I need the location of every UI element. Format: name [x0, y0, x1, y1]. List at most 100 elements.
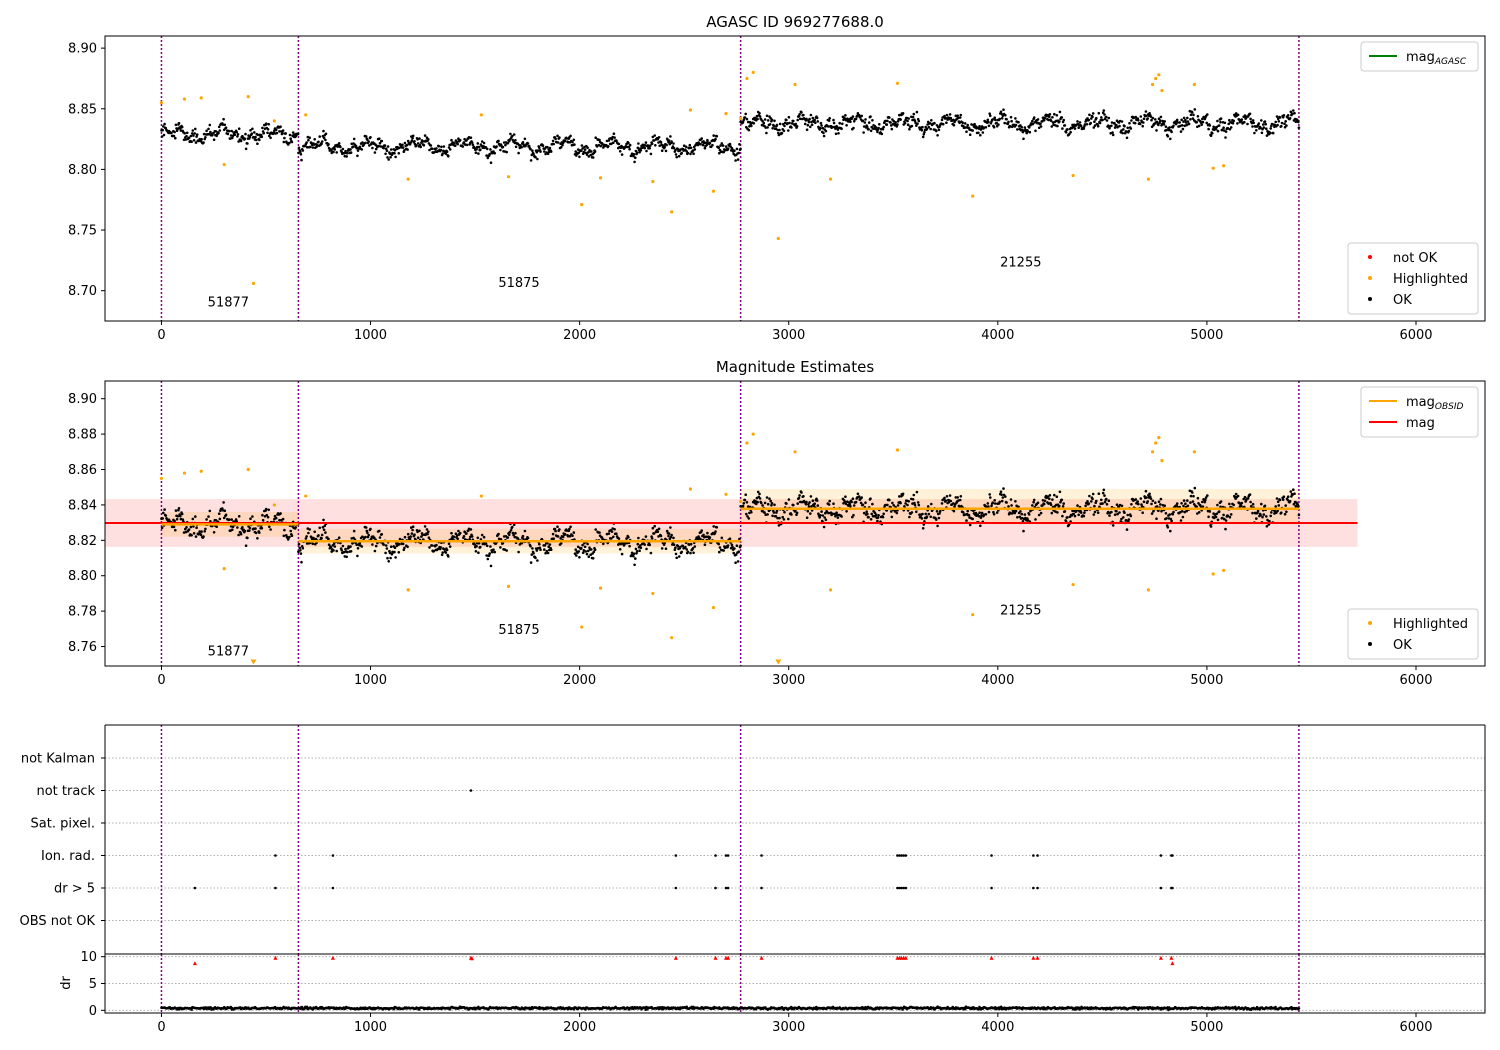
ok-point	[1061, 505, 1065, 508]
ok-point	[643, 146, 646, 150]
ok-point	[1193, 108, 1197, 111]
ok-point	[845, 510, 848, 513]
ok-point	[714, 530, 717, 533]
ok-point	[634, 156, 637, 159]
ok-point	[444, 551, 448, 554]
ok-point	[1169, 137, 1172, 141]
ok-point	[1105, 497, 1108, 501]
ok-point	[269, 528, 272, 531]
ok-point	[367, 140, 371, 143]
ok-point	[333, 545, 337, 548]
ok-point	[1157, 117, 1161, 120]
ok-point	[821, 514, 825, 517]
ok-point	[1182, 116, 1186, 120]
ok-point	[1097, 111, 1101, 115]
ok-point	[739, 147, 742, 151]
ok-point	[810, 120, 813, 124]
ok-point	[1002, 487, 1005, 490]
ok-point	[323, 524, 327, 528]
ok-point	[1180, 510, 1184, 513]
ok-point	[824, 129, 828, 133]
ok-point	[497, 532, 500, 536]
ok-point	[933, 121, 936, 125]
ok-point	[1224, 527, 1227, 531]
ok-point	[1216, 503, 1219, 507]
ok-point	[294, 526, 298, 529]
ok-point	[680, 550, 683, 554]
ok-point	[669, 526, 672, 529]
ok-point	[651, 135, 655, 139]
ok-point	[672, 536, 675, 540]
ok-point	[317, 140, 320, 144]
ok-point	[787, 129, 790, 132]
ok-point	[896, 120, 900, 123]
ok-point	[549, 150, 553, 153]
ok-point	[505, 150, 509, 154]
ok-point	[788, 121, 791, 125]
ok-point	[944, 499, 948, 503]
flag-point	[674, 854, 678, 857]
ok-point	[686, 151, 690, 155]
ok-point	[660, 547, 664, 550]
ok-point	[1191, 500, 1195, 503]
ok-point	[927, 512, 931, 516]
ok-point	[256, 537, 259, 540]
ok-point	[981, 131, 985, 134]
ok-point	[783, 124, 786, 128]
ok-point	[1236, 113, 1240, 117]
highlighted-point	[182, 471, 187, 475]
ok-point	[1126, 513, 1129, 517]
ok-point	[484, 542, 488, 545]
ok-point	[566, 141, 570, 144]
ok-point	[192, 532, 196, 535]
ok-point	[1111, 131, 1114, 134]
highlighted-point	[1154, 76, 1158, 81]
highlighted-point	[272, 503, 276, 507]
ok-point	[517, 151, 520, 155]
ok-point	[625, 537, 628, 540]
ok-point	[735, 147, 739, 151]
ok-point	[173, 130, 176, 134]
ok-point	[674, 148, 677, 152]
ok-point	[349, 148, 352, 151]
ok-point	[456, 142, 460, 146]
legend-box	[1347, 608, 1479, 660]
ok-point	[814, 121, 817, 125]
ok-point	[1171, 513, 1175, 516]
ok-point	[322, 518, 325, 522]
ok-point	[1275, 497, 1279, 500]
ok-point	[411, 134, 415, 138]
ok-point	[815, 116, 819, 120]
ok-point	[860, 496, 863, 499]
ok-point	[891, 501, 894, 505]
ok-point	[490, 550, 494, 554]
ok-point	[1082, 127, 1086, 130]
ok-point	[501, 145, 505, 149]
ok-point	[236, 133, 240, 136]
ok-point	[973, 122, 976, 126]
ok-point	[1186, 116, 1189, 120]
ok-point	[214, 519, 218, 522]
dr-point	[584, 1008, 587, 1011]
ok-point	[1101, 502, 1104, 505]
ok-point	[406, 148, 409, 151]
y-tick-label: 8.85	[68, 102, 97, 117]
ok-point	[195, 526, 198, 530]
ok-point	[1031, 504, 1034, 507]
ok-point	[1113, 121, 1116, 125]
ok-point	[1016, 128, 1019, 131]
ok-point	[177, 507, 181, 510]
ok-point	[665, 529, 669, 533]
ok-point	[298, 546, 302, 550]
ok-point	[162, 133, 166, 137]
ok-point	[1088, 494, 1091, 498]
ok-point	[748, 505, 752, 509]
ok-point	[766, 119, 770, 122]
ok-point	[1092, 513, 1096, 516]
highlighted-point	[688, 108, 693, 112]
ok-point	[730, 543, 734, 547]
flag-point	[1032, 886, 1035, 890]
ok-point	[523, 529, 527, 533]
ok-point	[1150, 512, 1154, 515]
ok-point	[406, 532, 410, 536]
